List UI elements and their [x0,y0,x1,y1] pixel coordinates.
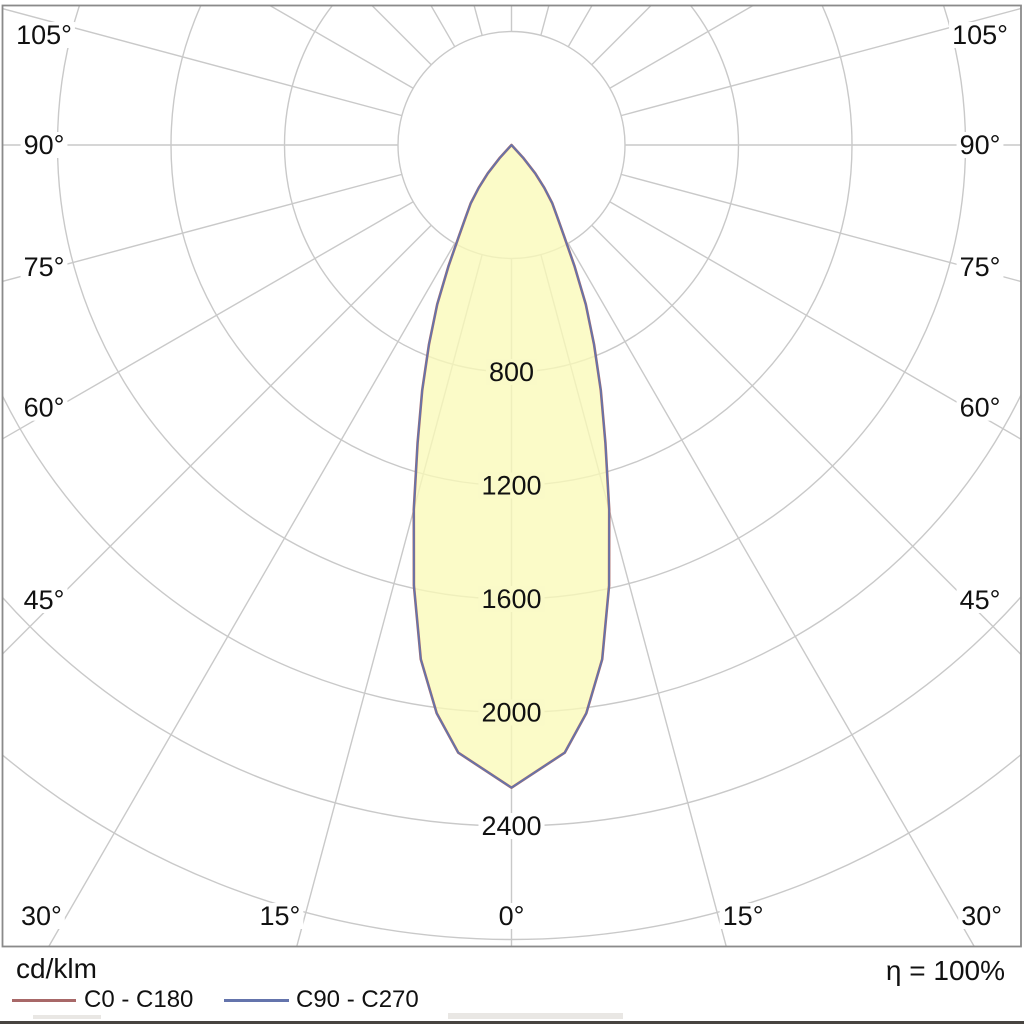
grid-spoke [567,242,976,947]
angle-label-right-bg [949,22,1011,48]
units-label: cd/klm [16,953,97,984]
angle-label-left: 75° [24,252,65,282]
angle-label-left-bg [20,394,68,421]
efficiency-label: η = 100% [885,955,1005,986]
angle-label-right-bg [956,253,1004,280]
legend: C0 - C180 C90 - C270 [0,986,600,1013]
cropped-text-artifact [33,1015,101,1019]
grid-spoke [620,173,1021,283]
angle-label-right: 60° [960,393,1001,423]
angle-label-left-bg [20,587,68,613]
ring-label: 800 [489,357,534,387]
angle-label-left: 45° [24,585,65,615]
angle-label-bottom: 0° [499,901,525,931]
curve-c90-c270 [412,144,611,789]
angle-label-left-bg [13,22,75,48]
grid-spoke [2,7,403,117]
ring-label-bg [478,472,545,499]
grid-spoke [609,201,1021,440]
angle-label-right-bg [956,394,1004,421]
angle-label-right: 90° [960,130,1001,160]
angle-label-bottom: 15° [259,901,300,931]
photometric-polar-chart: 800 1200 1600 2000 2400 105° 90° 75° 60° 45° 105° 9… [1,4,1022,948]
angle-label-right-bg [956,587,1004,613]
grid-spoke [47,242,456,947]
legend-label-c0: C0 - C180 [84,986,194,1013]
angle-label-bottom-bg [17,903,65,929]
grid-spoke [591,224,1021,656]
section-divider [0,1021,1024,1024]
angle-label-bottom: 30° [21,901,62,931]
grid-spoke [2,173,403,283]
ring-label: 1600 [481,584,541,614]
ring-label: 2400 [481,811,541,841]
cropped-text-artifact [448,1013,623,1019]
ring-label: 2000 [481,698,541,728]
angle-label-bottom-bg [256,903,304,929]
angle-label-left-bg [20,253,68,280]
ring-label: 1200 [481,471,541,501]
plot-border [1,4,1022,948]
intensity-lobe-fill [413,145,610,788]
legend-label-c90: C90 - C270 [296,986,419,1013]
ring-label-bg [485,359,538,385]
ring-label-bg [478,699,545,726]
angle-label-right: 45° [960,585,1001,615]
angle-label-bottom: 15° [723,901,764,931]
angle-label-left-bg [20,132,68,158]
angle-label-bottom-bg [958,903,1006,929]
grid-spoke [2,201,414,440]
angle-label-left: 90° [24,130,65,160]
ring-label-bg [478,813,545,839]
angle-label-right: 105° [952,20,1008,50]
grid-spoke [2,224,432,655]
angle-label-bottom-bg [495,903,528,929]
angle-label-bottom-bg [719,903,767,929]
angle-label-left: 105° [16,20,72,50]
angle-label-left: 60° [24,393,65,423]
angle-label-bottom: 30° [961,901,1002,931]
legend-line-c0-icon [12,999,76,1002]
ring-label-bg [478,586,545,612]
angle-label-right: 75° [960,252,1001,282]
grid-spoke [620,7,1021,117]
legend-line-c90-icon [224,999,289,1002]
angle-label-right-bg [956,132,1004,158]
